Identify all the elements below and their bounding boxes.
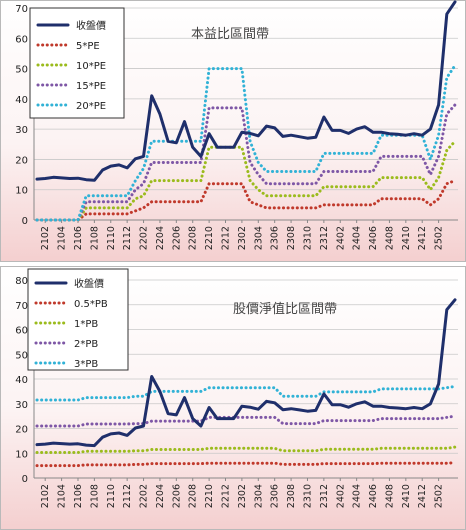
x-tick-label: 2302 [237,484,248,508]
x-tick-label: 2308 [286,484,297,508]
x-tick-label: 2106 [73,226,84,250]
x-tick-label: 2204 [155,484,166,508]
series-line [35,139,457,222]
x-tick-label: 2302 [237,226,248,250]
x-tick-label: 2206 [171,484,182,508]
pb-band-chart: 0 10 20 30 40 50 60 70 80 2102 2104 2106 2108 2110 211… [0,266,466,530]
series-line [35,414,457,428]
x-tick-label: 2210 [204,484,215,508]
y-tick-label: 0 [22,216,28,227]
legend-label: 5*PE [76,41,100,52]
y-tick-label: 10 [15,449,28,460]
legend-label: 0.5*PB [74,299,108,310]
x-tick-label: 2102 [40,226,51,250]
pb-band-chart-panel: 0 10 20 30 40 50 60 70 80 2102 2104 2106 2108 2110 211… [0,266,466,530]
x-tick-label: 2304 [253,226,264,250]
x-tick-label: 2410 [401,226,412,250]
x-tick-label: 2104 [57,484,68,508]
x-tick-label: 2502 [434,226,445,250]
x-tick-label: 2202 [139,226,150,250]
x-tick-label: 2110 [106,226,117,250]
legend-box [27,268,129,371]
x-tick-label: 2212 [221,226,232,250]
legend-label: 收盤價 [76,19,106,32]
x-tick-label: 2306 [270,484,281,508]
y-tick-label: 10 [15,186,28,197]
legend-label: 10*PE [76,61,106,72]
x-tick-label: 2312 [319,226,330,250]
x-tick-label: 2210 [204,226,215,250]
x-tick-label: 2110 [106,484,117,508]
series-line [35,103,457,222]
series-line [35,0,457,182]
y-tick-label: 50 [15,350,28,361]
x-tick-label: 2402 [335,484,346,508]
x-tick-label: 2204 [155,226,166,250]
x-tick-label: 2304 [253,484,264,508]
legend-label: 15*PE [76,81,106,92]
x-tick-label: 2412 [417,484,428,508]
y-tick-label: 40 [15,95,28,106]
x-tick-label: 2502 [434,484,445,508]
x-tick-label: 2202 [139,484,150,508]
series-line [35,298,457,448]
legend-label: 收盤價 [74,277,104,290]
x-tick-label: 2408 [384,484,395,508]
pe-band-chart: 0 10 20 30 40 50 60 70 2102 2104 2106 2108 2110 2112 2… [0,0,466,262]
legend-label: 2*PB [74,339,98,350]
x-tick-label: 2108 [89,484,100,508]
y-tick-label: 80 [15,276,28,287]
y-tick-label: 0 [22,474,28,485]
y-tick-label: 20 [15,425,28,436]
x-tick-label: 2312 [319,484,330,508]
x-tick-label: 2102 [40,484,51,508]
y-tick-label: 30 [15,400,28,411]
x-tick-label: 2104 [57,226,68,250]
y-tick-label: 70 [15,301,28,312]
series-line [35,64,457,222]
series-line [35,461,457,468]
x-tick-label: 2310 [302,226,313,250]
chart-title: 本益比區間帶 [191,27,269,42]
x-tick-label: 2404 [352,226,363,250]
series-line [35,384,457,402]
x-tick-label: 2404 [352,484,363,508]
y-tick-label: 20 [15,155,28,166]
x-tick-label: 2412 [417,226,428,250]
chart-title: 股價淨值比區間帶 [233,301,337,317]
x-tick-label: 2308 [286,226,297,250]
y-tick-label: 30 [15,125,28,136]
x-tick-label: 2408 [384,226,395,250]
x-tick-label: 2406 [368,226,379,250]
legend-label: 1*PB [74,319,98,330]
x-tick-label: 2108 [89,226,100,250]
x-tick-label: 2402 [335,226,346,250]
series-line [35,179,457,222]
x-tick-label: 2208 [188,226,199,250]
x-tick-label: 2306 [270,226,281,250]
y-tick-label: 60 [15,34,28,45]
x-tick-label: 2112 [122,484,133,508]
legend-label: 20*PE [76,101,106,112]
x-tick-label: 2310 [302,484,313,508]
x-tick-label: 2206 [171,226,182,250]
legend-label: 3*PB [74,359,98,370]
y-tick-label: 40 [15,375,28,386]
y-tick-label: 60 [15,326,28,337]
x-tick-label: 2410 [401,484,412,508]
x-tick-label: 2106 [73,484,84,508]
y-tick-label: 70 [15,4,28,15]
y-tick-label: 50 [15,65,28,76]
pe-band-chart-panel: 0 10 20 30 40 50 60 70 2102 2104 2106 2108 2110 2112 2… [0,0,466,262]
x-tick-label: 2208 [188,484,199,508]
series-line [35,445,457,454]
x-tick-label: 2112 [122,226,133,250]
x-tick-label: 2406 [368,484,379,508]
x-tick-label: 2212 [221,484,232,508]
